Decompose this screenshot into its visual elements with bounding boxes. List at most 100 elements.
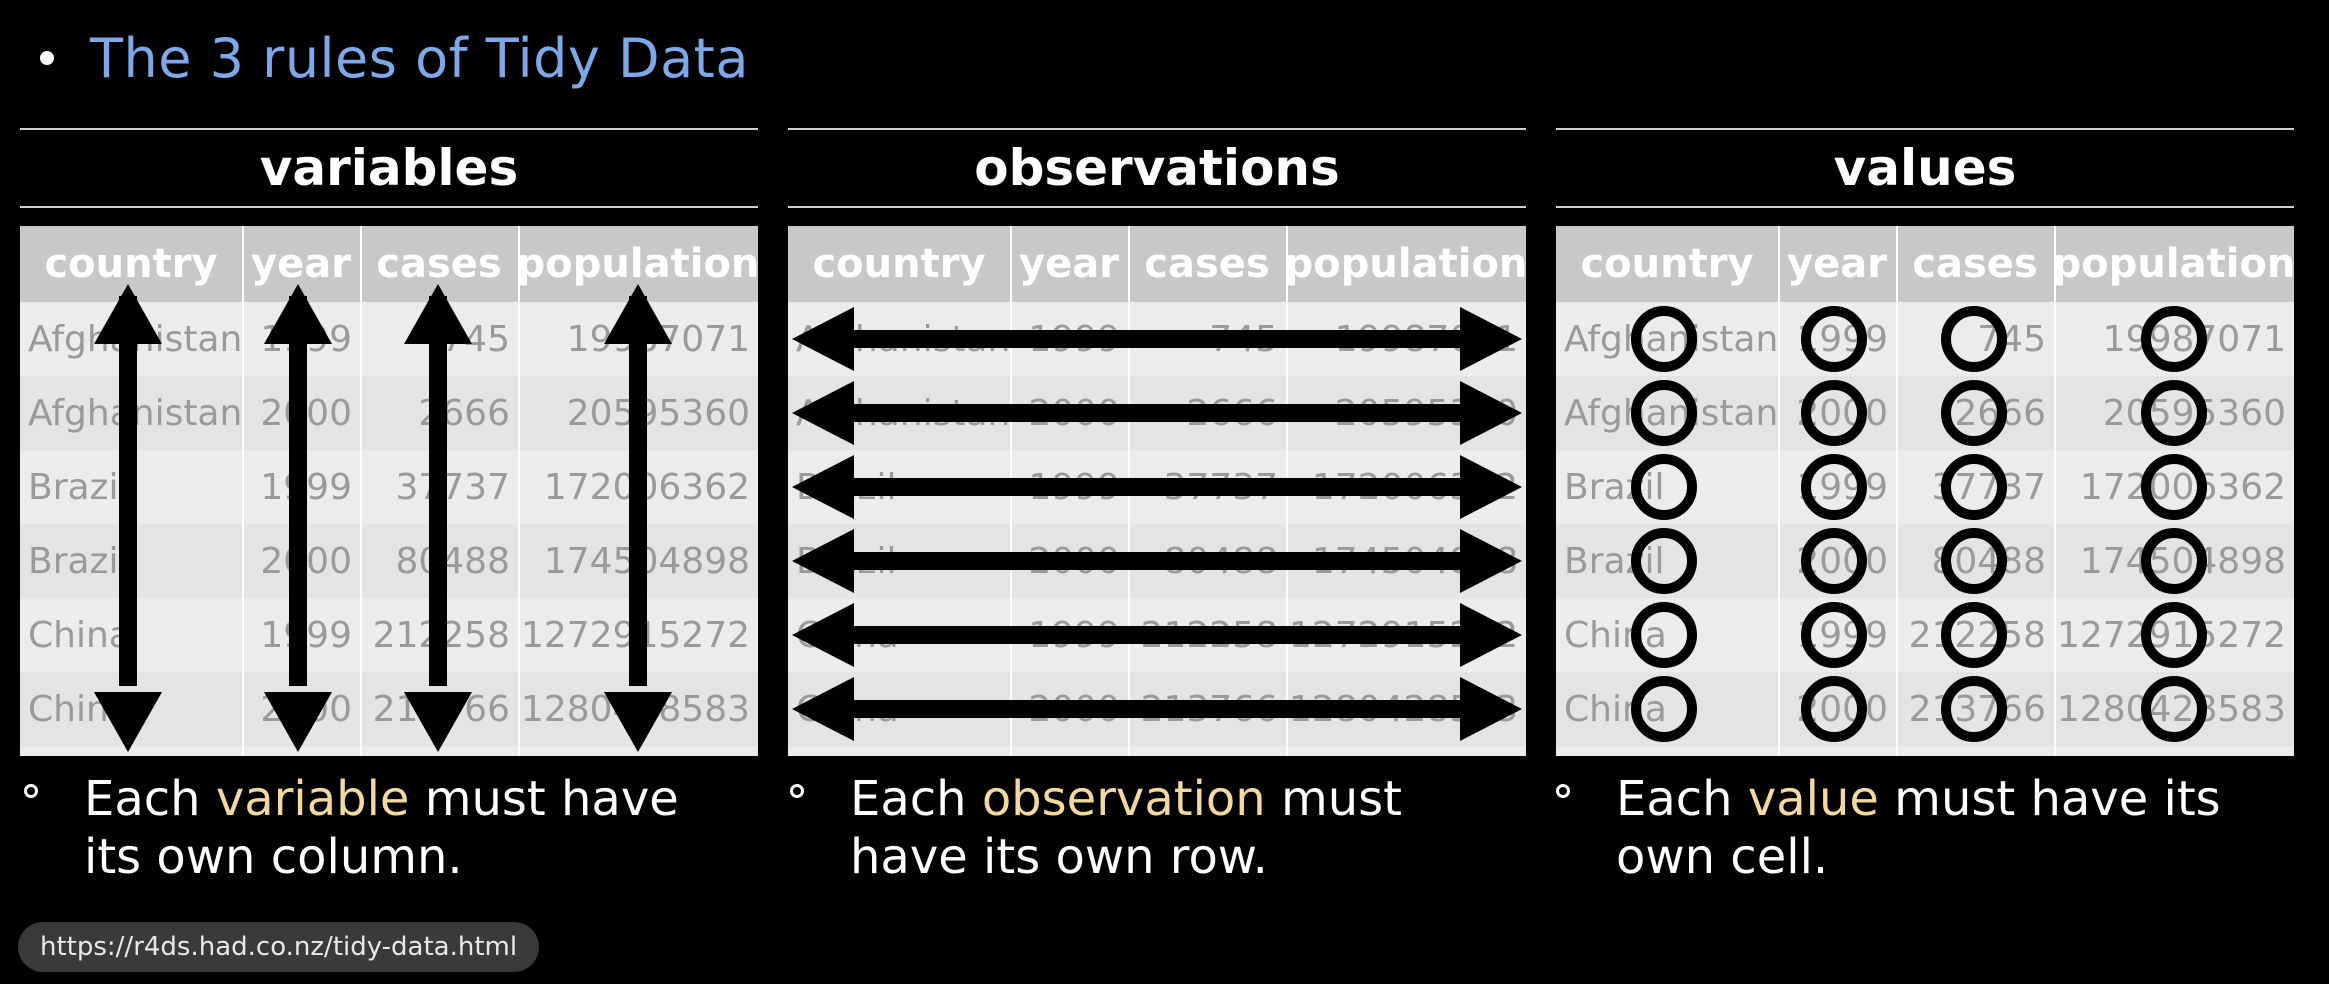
table-cell: 80488 (1163, 540, 1278, 582)
table-cell: 172006362 (1311, 466, 1518, 508)
table-row: Afghanistan 1999 745 19987071 (788, 302, 1526, 376)
column-header-year: year (251, 241, 351, 287)
table-cell: 1999 (1028, 614, 1120, 656)
source-url-link[interactable]: https://r4ds.had.co.nz/tidy-data.html (18, 922, 540, 972)
table-cell: 1999 (260, 318, 352, 360)
table-cell: 172006362 (2079, 466, 2286, 508)
table-cell: 2000 (1028, 540, 1120, 582)
table-row: Afghanistan 2000 2666 20595360 (20, 376, 758, 450)
table-cell: China (28, 614, 131, 656)
column-divider (242, 226, 244, 756)
table-header: country year cases population (1556, 226, 2296, 302)
column-header-country: country (1580, 241, 1754, 287)
column-header-year: year (1019, 241, 1119, 287)
table-cell: 2000 (1796, 688, 1888, 730)
table-cell: Brazil (1564, 466, 1665, 508)
table-cell: 19987071 (1334, 318, 1518, 360)
table-cell: 1999 (1796, 466, 1888, 508)
table-cell: 1999 (1028, 466, 1120, 508)
table-cell: 37737 (1163, 466, 1278, 508)
table-cell: 213766 (1908, 688, 2046, 730)
data-table: country year cases population Afghanistan 199… (788, 226, 1528, 756)
column-divider (2054, 226, 2056, 756)
table-cell: 2000 (260, 392, 352, 434)
rule-text: must have its own cell. (1616, 771, 2221, 885)
rule-text: Each (84, 771, 216, 827)
panel-observations: observations country year cases population A… (788, 128, 1527, 756)
column-header-year: year (1787, 241, 1887, 287)
table-cell: 20595360 (566, 392, 750, 434)
table-cell: China (796, 614, 899, 656)
table-row: China 1999 212258 1272915272 (20, 598, 758, 672)
table-cell: 20595360 (1334, 392, 1518, 434)
column-header-country: country (44, 241, 218, 287)
table-cell: 213766 (372, 688, 510, 730)
rule-caption-values: Each value must have its own cell. (1556, 770, 2236, 886)
panel-heading: variables (20, 128, 758, 208)
column-header-cases: cases (1144, 241, 1270, 287)
table-cell: Brazil (1564, 540, 1665, 582)
table-cell: 2000 (260, 688, 352, 730)
table-cell: China (1564, 688, 1667, 730)
table-header: country year cases population (20, 226, 759, 302)
column-divider (360, 226, 362, 756)
table-cell: 1272915272 (2056, 614, 2286, 656)
table-cell: 1280428583 (520, 688, 750, 730)
table-row: China 2000 213766 1280428583 (788, 672, 1526, 746)
bullet-dot (40, 51, 54, 65)
table-row: Brazil 2000 80488 174504898 (788, 524, 1526, 598)
column-header-population: population (1284, 241, 1528, 287)
column-header-cases: cases (1912, 241, 2038, 287)
table-cell: 2000 (1028, 392, 1120, 434)
table-cell: 212258 (372, 614, 510, 656)
table-cell: Brazil (28, 540, 129, 582)
column-divider (1778, 226, 1780, 756)
table-cell: 19987071 (2102, 318, 2286, 360)
rule-text: Each (850, 771, 982, 827)
table-row: China 1999 212258 1272915272 (1556, 598, 2294, 672)
column-divider (1286, 226, 1288, 756)
table-cell: 19987071 (566, 318, 750, 360)
table-cell: China (796, 688, 899, 730)
table-cell: 1272915272 (520, 614, 750, 656)
table-row: Brazil 1999 37737 172006362 (788, 450, 1526, 524)
table-row: China 1999 212258 1272915272 (788, 598, 1526, 672)
rule-highlight: observation (981, 771, 1266, 827)
table-row: Afghanistan 2000 2666 20595360 (788, 376, 1526, 450)
column-header-population: population (2052, 241, 2296, 287)
table-row: China 2000 213766 1280428583 (20, 672, 758, 746)
table-row: Brazil 2000 80488 174504898 (20, 524, 758, 598)
table-header: country year cases population (788, 226, 1528, 302)
table-cell: 2000 (260, 540, 352, 582)
hollow-bullet-icon (1556, 784, 1570, 798)
table-row: Brazil 1999 37737 172006362 (1556, 450, 2294, 524)
rule-text: must have its own column. (84, 771, 679, 885)
panel-values: values country year cases population Afghani… (1556, 128, 2295, 756)
table-cell: Afghanistan (1564, 392, 1778, 434)
table-cell: Brazil (796, 466, 897, 508)
table-cell: Afghanistan (796, 318, 1010, 360)
column-divider (1896, 226, 1898, 756)
table-cell: 20595360 (2102, 392, 2286, 434)
title-row: The 3 rules of Tidy Data (40, 18, 749, 98)
column-header-country: country (812, 241, 986, 287)
rule-caption-variables: Each variable must have its own column. (24, 770, 704, 886)
slide-title: The 3 rules of Tidy Data (90, 26, 749, 90)
panel-variables: variables country year cases population Afgh… (20, 128, 759, 756)
table-cell: 174504898 (543, 540, 750, 582)
rule-highlight: variable (215, 771, 410, 827)
table-cell: China (1564, 614, 1667, 656)
table-cell: 212258 (1908, 614, 2046, 656)
table-cell: 1272915272 (1288, 614, 1518, 656)
table-cell: 745 (1977, 318, 2046, 360)
table-cell: 172006362 (543, 466, 750, 508)
table-cell: 1999 (1796, 614, 1888, 656)
rule-highlight: value (1747, 771, 1879, 827)
table-cell: 1999 (260, 614, 352, 656)
table-row: Afghanistan 2000 2666 20595360 (1556, 376, 2294, 450)
table-cell: Afghanistan (28, 318, 242, 360)
rule-text: Each (1616, 771, 1748, 827)
table-cell: 174504898 (1311, 540, 1518, 582)
table-cell: 212258 (1140, 614, 1278, 656)
table-row: Afghanistan 1999 745 19987071 (1556, 302, 2294, 376)
